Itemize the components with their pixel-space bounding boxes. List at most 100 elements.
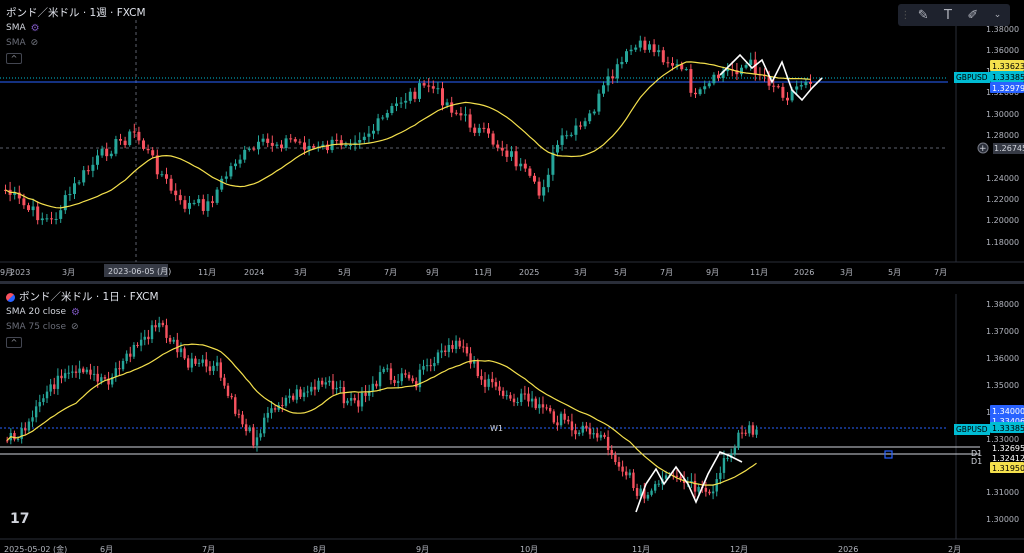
tradingview-logo[interactable]: 17: [10, 511, 30, 527]
daily-candle: [74, 371, 78, 373]
price-axis-label: 1.33000: [986, 435, 1019, 444]
daily-chart-canvas[interactable]: 1.38000 1.37000 1.36000 1.35000 1.34000 1.330…: [0, 284, 1024, 553]
settings-icon[interactable]: ⚙: [71, 307, 80, 318]
settings-icon[interactable]: ⚙: [30, 23, 40, 34]
daily-candle: [89, 369, 92, 375]
weekly-candle: [63, 195, 67, 211]
time-axis-label: 9月: [0, 268, 13, 277]
weekly-chart-pane[interactable]: 1.380001.360001.340001.320001.300001.280…: [0, 0, 1024, 281]
weekly-candle: [229, 166, 233, 177]
weekly-candle: [284, 138, 288, 149]
daily-candle: [653, 484, 657, 491]
weekly-candle: [160, 174, 164, 176]
daily-symbol-title[interactable]: ポンド／米ドル · 1日 · FXCM: [6, 290, 159, 305]
text-icon[interactable]: T: [944, 7, 952, 23]
daily-candle: [364, 392, 367, 396]
weekly-candle: [560, 135, 564, 145]
weekly-candle: [795, 86, 799, 90]
daily-candle: [740, 432, 744, 434]
weekly-candle: [174, 190, 178, 196]
daily-candle: [360, 392, 364, 407]
weekly-candle: [620, 61, 624, 65]
sma-price-badge-bg: [990, 60, 1024, 71]
daily-candle: [748, 425, 751, 434]
weekly-symbol-title[interactable]: ポンド／米ドル · 1週 · FXCM: [6, 7, 146, 19]
sma-indicator-1[interactable]: SMA ⚙: [6, 23, 40, 34]
weekly-candle: [519, 163, 523, 167]
weekly-candle: [528, 168, 532, 176]
time-axis-label: 3月: [574, 268, 587, 277]
weekly-candle: [638, 40, 642, 48]
weekly-candle: [358, 140, 362, 143]
weekly-candle: [395, 103, 398, 107]
weekly-candle: [257, 141, 260, 150]
pane-divider[interactable]: [0, 281, 1024, 284]
sma-indicator-2[interactable]: SMA ⊘: [6, 36, 146, 51]
weekly-candle: [436, 88, 440, 90]
weekly-candle: [569, 134, 573, 136]
weekly-candle: [602, 85, 605, 94]
daily-candle: [306, 391, 309, 393]
time-axis-label: 2024: [244, 268, 264, 277]
weekly-candle: [450, 102, 454, 113]
daily-candle: [20, 428, 23, 439]
weekly-candle: [100, 148, 104, 156]
time-axis-label: 8月: [313, 545, 326, 553]
sma20-indicator[interactable]: SMA 20 close ⚙: [6, 307, 80, 318]
price-axis-label: 1.18000: [986, 238, 1019, 247]
daily-candle: [675, 475, 679, 477]
time-axis-label: 3月: [840, 268, 853, 277]
daily-candle: [375, 383, 378, 387]
daily-candle: [331, 380, 335, 390]
weekly-candle: [431, 86, 435, 89]
daily-candle: [328, 380, 331, 383]
weekly-candle: [298, 141, 302, 143]
sma-price-badge-bg: [990, 462, 1024, 473]
weekly-candle: [790, 89, 794, 101]
hidden-eye-icon[interactable]: ⊘: [30, 38, 39, 48]
daily-candle: [317, 380, 320, 390]
weekly-candle: [496, 144, 500, 148]
weekly-candle: [31, 206, 35, 211]
weekly-candle: [606, 76, 610, 86]
weekly-candle: [344, 145, 348, 147]
daily-candle: [411, 378, 414, 382]
hidden-eye-icon[interactable]: ⊘: [71, 322, 79, 332]
daily-candle: [176, 339, 179, 353]
collapse-legend-button[interactable]: ^: [6, 53, 22, 64]
weekly-chart-canvas[interactable]: 1.380001.360001.340001.320001.300001.280…: [0, 0, 1024, 281]
daily-candle: [722, 458, 726, 473]
weekly-candle: [119, 139, 122, 141]
daily-candle: [628, 472, 632, 476]
weekly-candle: [694, 92, 697, 95]
add-alert-icon: [977, 142, 989, 154]
daily-candle: [150, 325, 154, 340]
daily-candle: [38, 402, 41, 407]
weekly-candle: [542, 187, 546, 196]
daily-candle: [541, 404, 545, 408]
crosshair-price-bg: [993, 143, 1024, 154]
weekly-candle: [735, 70, 739, 75]
daily-candle: [313, 386, 317, 390]
weekly-candle: [454, 112, 458, 114]
pen-icon[interactable]: ✐: [967, 7, 979, 23]
time-axis-label: 2026: [794, 268, 814, 277]
sma75-indicator[interactable]: SMA 75 close ⊘: [6, 320, 159, 335]
daily-candle: [527, 393, 530, 402]
brush-icon[interactable]: ✎: [917, 7, 929, 23]
weekly-candle: [546, 174, 550, 188]
weekly-candle: [36, 206, 40, 221]
daily-candle: [715, 479, 718, 492]
weekly-candle: [146, 148, 150, 151]
chevron-down-icon[interactable]: ⌄: [993, 10, 1002, 20]
time-axis-label: 7月: [202, 545, 215, 553]
grip-icon[interactable]: ⋮: [900, 9, 911, 21]
daily-candle: [125, 353, 128, 362]
time-axis-label: 12月: [730, 545, 748, 553]
daily-candle: [299, 389, 302, 397]
daily-candle: [324, 382, 327, 385]
daily-candle: [107, 378, 110, 385]
daily-chart-pane[interactable]: 1.38000 1.37000 1.36000 1.35000 1.34000 1.330…: [0, 284, 1024, 553]
weekly-candle: [261, 138, 265, 142]
collapse-legend-button[interactable]: ^: [6, 337, 22, 348]
